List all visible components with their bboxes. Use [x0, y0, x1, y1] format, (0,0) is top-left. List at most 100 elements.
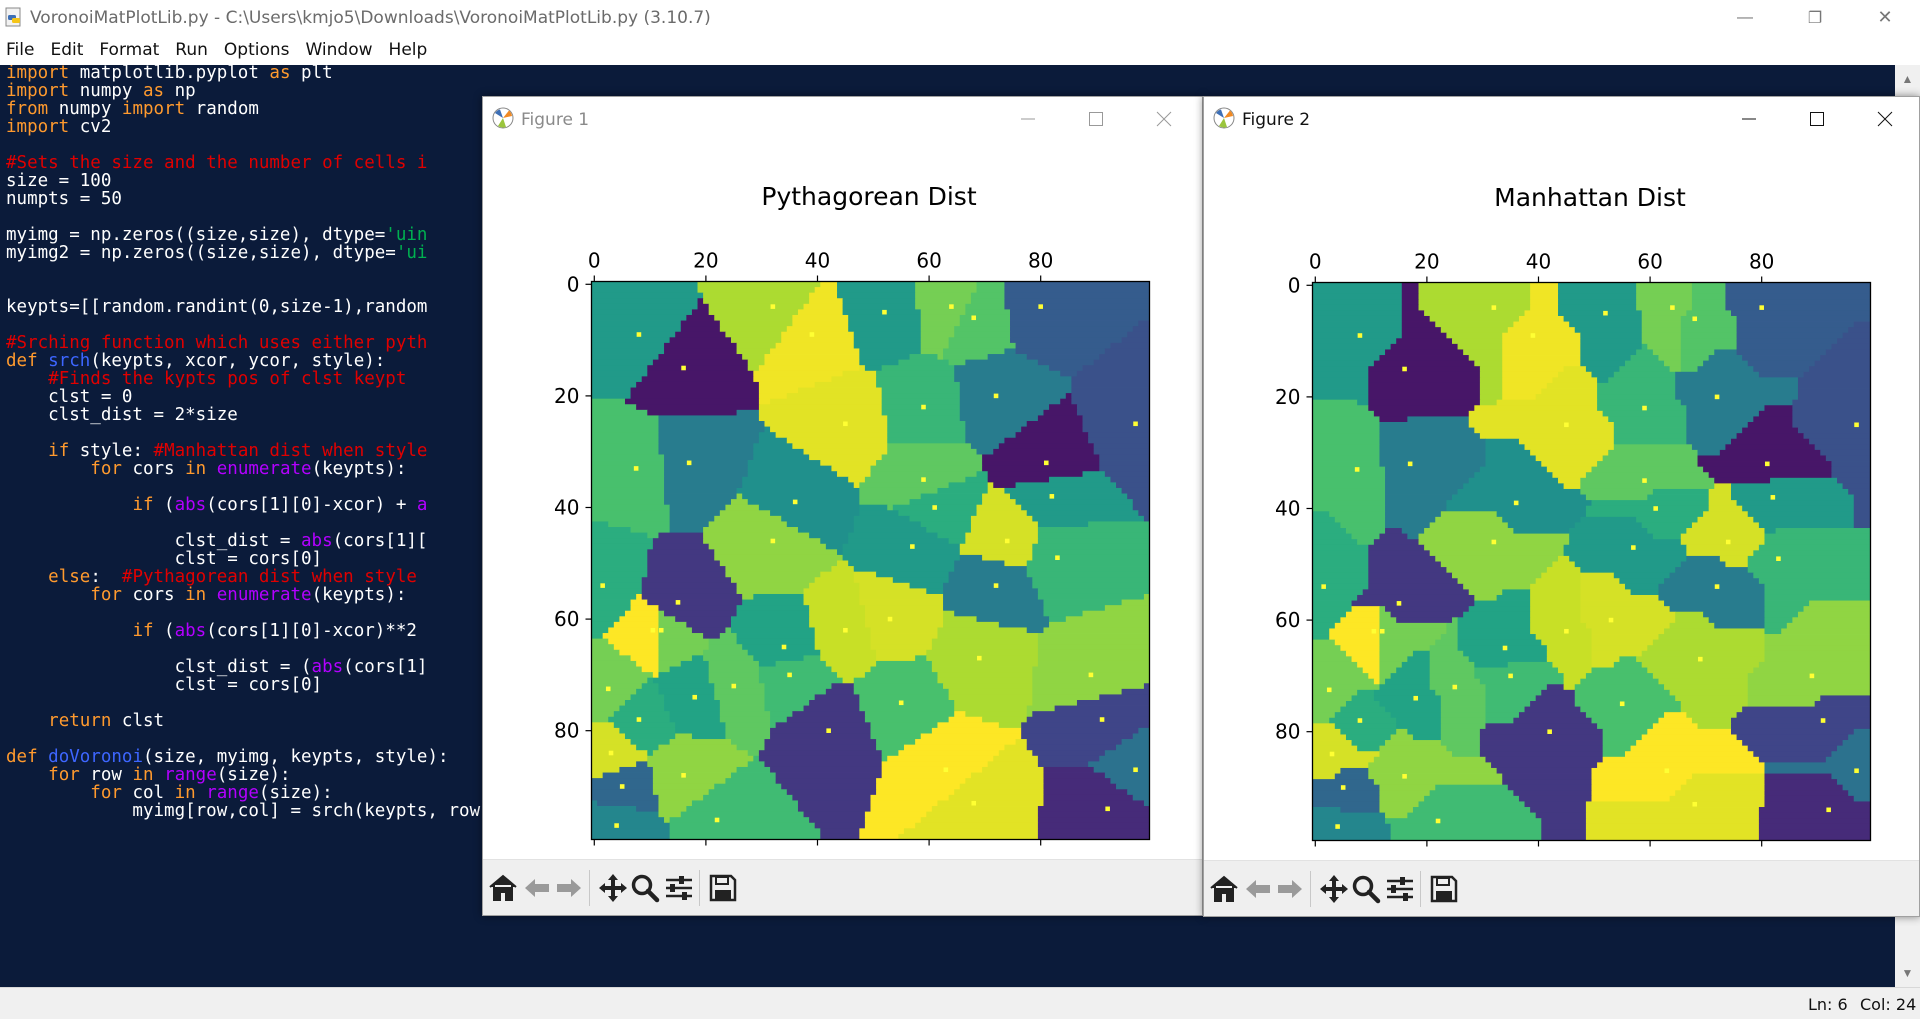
pan-button[interactable]	[1318, 873, 1350, 905]
home-button[interactable]	[1208, 873, 1240, 905]
menu-edit[interactable]: Edit	[50, 40, 84, 60]
code-line[interactable]: #Srching function which uses either pyth	[6, 332, 427, 354]
code-line[interactable]: keypts=[[random.randint(0,size-1),random	[6, 296, 427, 318]
voronoi-cell-run	[1714, 622, 1765, 629]
code-line[interactable]: clst = cors[0]	[6, 674, 323, 696]
voronoi-cell-run	[1340, 522, 1386, 529]
voronoi-cell-run	[948, 688, 1033, 695]
menu-window[interactable]: Window	[305, 40, 373, 60]
code-line[interactable]: def srch(keypts, xcor, ycor, style):	[6, 350, 385, 372]
menu-run[interactable]: Run	[175, 40, 208, 60]
code-line[interactable]: else: #Pythagorean dist when style	[6, 566, 417, 588]
code-line[interactable]: clst_dist = abs(cors[1][	[6, 530, 428, 552]
figure-1-maximize-button[interactable]	[1067, 97, 1125, 141]
zoom-button[interactable]	[1350, 873, 1382, 905]
scroll-down-icon[interactable]: ▼	[1901, 966, 1914, 980]
code-line[interactable]: size = 100	[6, 170, 111, 192]
voronoi-cell-run	[1379, 617, 1397, 624]
pan-button[interactable]	[597, 872, 629, 904]
voronoi-cell-run	[1368, 567, 1447, 574]
code-line[interactable]: import numpy as np	[6, 80, 196, 102]
configure-subplots-button[interactable]	[663, 872, 695, 904]
code-line[interactable]: clst = 0	[6, 386, 132, 408]
code-line[interactable]: if style: #Manhattan dist when style	[6, 440, 427, 462]
code-line[interactable]: #Sets the size and the number of cells i	[6, 152, 427, 174]
voronoi-cell-run	[1474, 427, 1615, 434]
figure-2-minimize-button[interactable]	[1720, 97, 1778, 141]
code-line[interactable]: #Finds the kypts pos of clst keypt	[6, 368, 406, 390]
voronoi-cell-run	[753, 443, 793, 450]
back-button[interactable]	[521, 872, 553, 904]
voronoi-cell-run	[591, 381, 637, 388]
figure-1-titlebar[interactable]: Figure 1	[483, 97, 1202, 141]
zoom-button[interactable]	[629, 872, 661, 904]
code-line[interactable]: import matplotlib.pyplot as plt	[6, 65, 333, 84]
figure-1-window[interactable]: Figure 1 Pythagorean Dist 0 20 40 60 80 0 20 40…	[482, 96, 1203, 916]
figure-2-window[interactable]: Figure 2 Manhattan Dist 0 20 40 60 80 0 20 40 60…	[1203, 96, 1920, 917]
code-line[interactable]: numpts = 50	[6, 188, 122, 210]
save-button[interactable]	[1428, 873, 1460, 905]
forward-button[interactable]	[1274, 873, 1306, 905]
code-line[interactable]: for row in range(size):	[6, 764, 290, 786]
voronoi-cell-run	[1552, 377, 1598, 384]
voronoi-cell-run	[1076, 404, 1150, 411]
save-button[interactable]	[707, 872, 739, 904]
voronoi-cell-run	[1764, 639, 1871, 646]
voronoi-cell-run	[1725, 293, 1871, 300]
back-button[interactable]	[1242, 873, 1274, 905]
line-number-status: Ln: 6	[1808, 995, 1848, 1014]
home-button[interactable]	[487, 872, 519, 904]
voronoi-cell-run	[1764, 589, 1871, 596]
code-line[interactable]: for col in range(size):	[6, 782, 332, 804]
code-line[interactable]: myimg2 = np.zeros((size,size), dtype='ui	[6, 242, 427, 264]
seed-point	[1396, 601, 1402, 606]
code-line[interactable]: clst_dist = 2*size	[6, 404, 238, 426]
voronoi-cell-run	[1401, 528, 1425, 534]
code-line[interactable]: for cors in enumerate(keypts):	[6, 584, 406, 606]
forward-button[interactable]	[553, 872, 585, 904]
voronoi-cell-run	[1731, 494, 1855, 501]
scroll-up-icon[interactable]: ▲	[1901, 72, 1914, 86]
menu-file[interactable]: File	[6, 40, 35, 60]
close-button[interactable]: ✕	[1850, 0, 1920, 35]
code-line[interactable]: import cv2	[6, 116, 111, 138]
voronoi-cell-run	[1602, 455, 1698, 462]
minimize-button[interactable]: —	[1710, 0, 1780, 35]
voronoi-cell-run	[1747, 684, 1871, 691]
figure-1-close-button[interactable]	[1135, 97, 1193, 141]
code-line[interactable]: def doVoronoi(size, myimg, keypts, style…	[6, 746, 449, 768]
figure-1-minimize-button[interactable]	[999, 97, 1057, 141]
code-line[interactable]: clst_dist = (abs(cors[1]	[6, 656, 428, 678]
voronoi-cell-run	[753, 370, 843, 377]
code-line[interactable]: if (abs(cors[1][0]-xcor)**2	[6, 620, 416, 642]
menu-help[interactable]: Help	[388, 40, 428, 60]
restore-button[interactable]: ❐	[1780, 0, 1850, 35]
voronoi-cell-run	[959, 554, 983, 561]
voronoi-cell-run	[591, 532, 648, 539]
code-line[interactable]: from numpy import random	[6, 98, 259, 120]
voronoi-cell-run	[954, 610, 1044, 617]
configure-subplots-button[interactable]	[1384, 873, 1416, 905]
voronoi-cell-run	[853, 482, 860, 489]
menu-options[interactable]: Options	[223, 40, 290, 60]
voronoi-cell-run	[876, 571, 950, 578]
code-line[interactable]: for cors in enumerate(keypts):	[6, 458, 406, 480]
code-line[interactable]: clst = cors[0]	[6, 548, 323, 570]
voronoi-cell-run	[1373, 539, 1419, 546]
voronoi-cell-run	[1099, 755, 1150, 762]
seed-point	[1642, 405, 1647, 411]
voronoi-cell-run	[1143, 800, 1150, 807]
code-line[interactable]: myimg = np.zeros((size,size), dtype='uin	[6, 224, 427, 246]
voronoi-cell-run	[809, 616, 866, 623]
voronoi-cell-run	[1440, 728, 1481, 735]
voronoi-cell-run	[1071, 387, 1150, 394]
figure-2-titlebar[interactable]: Figure 2	[1204, 97, 1919, 141]
figure-2-maximize-button[interactable]	[1788, 97, 1846, 141]
menu-format[interactable]: Format	[99, 40, 160, 60]
voronoi-cell-run	[1004, 281, 1150, 288]
code-line[interactable]: return clst	[6, 710, 164, 732]
figure-2-close-button[interactable]	[1856, 97, 1914, 141]
voronoi-cell-run	[1647, 645, 1765, 652]
code-line[interactable]: if (abs(cors[1][0]-xcor) + a	[6, 494, 427, 516]
voronoi-cell-run	[1032, 577, 1150, 584]
